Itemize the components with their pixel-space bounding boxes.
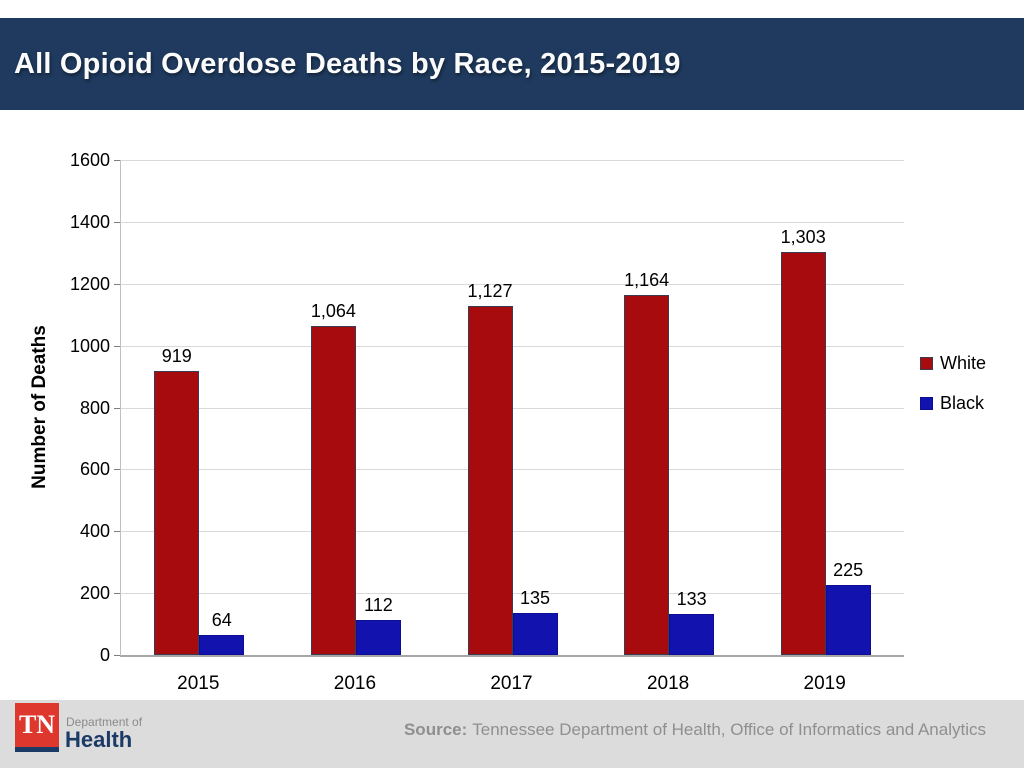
tn-logo-underline <box>15 747 59 752</box>
y-tick-mark <box>114 531 120 533</box>
y-tick-mark <box>114 655 120 656</box>
bar-black-2015 <box>199 635 245 655</box>
gridline <box>121 407 904 409</box>
data-label: 1,127 <box>467 281 513 302</box>
footer: TN Department of Health Source: Tennessee… <box>0 700 1024 768</box>
y-tick-mark <box>114 593 120 595</box>
legend-item-black: Black <box>920 393 986 413</box>
black-series-swatch <box>920 396 933 410</box>
gridline <box>121 345 904 347</box>
bar-white-2018 <box>624 294 670 655</box>
gridline <box>121 469 904 471</box>
legend-label: White <box>940 352 987 373</box>
tn-logo-icon: TN <box>15 703 59 747</box>
y-tick-label: 1600 <box>69 150 110 170</box>
y-tick-mark <box>114 283 120 285</box>
y-tick-label: 0 <box>99 645 110 665</box>
data-label: 64 <box>211 610 232 631</box>
logo-department-of: Department of <box>66 715 143 729</box>
x-tick-label: 2015 <box>177 673 220 694</box>
gridline <box>121 531 904 533</box>
y-tick-label: 200 <box>79 583 110 604</box>
bar-white-2016 <box>310 325 356 655</box>
plot-area: 919 64 1,064 112 1,127 135 1,164 133 1,303 225 <box>120 160 904 657</box>
gridline <box>121 283 904 285</box>
y-tick-label: 1400 <box>69 211 110 232</box>
y-tick-label: 1200 <box>69 273 110 294</box>
bar-chart: Number of Deaths 0 200 400 600 800 1000 1200 14… <box>0 110 1024 700</box>
bar-white-2019 <box>780 251 826 655</box>
data-label: 919 <box>161 345 192 366</box>
data-label: 133 <box>676 588 707 609</box>
bar-white-2015 <box>154 370 200 655</box>
gridline <box>121 593 904 595</box>
y-tick-label: 400 <box>79 521 110 542</box>
data-label: 112 <box>364 595 393 616</box>
y-tick-label: 600 <box>79 459 110 480</box>
legend-item-white: White <box>920 353 986 373</box>
logo-health: Health <box>65 727 133 752</box>
data-label: 1,164 <box>624 269 670 290</box>
y-tick-label: 1000 <box>69 335 110 356</box>
bar-white-2017 <box>467 306 513 655</box>
data-label: 1,064 <box>310 300 356 321</box>
y-tick-label: 800 <box>79 397 110 418</box>
bar-black-2017 <box>512 613 558 655</box>
y-tick-mark <box>114 160 120 161</box>
bar-black-2018 <box>669 613 715 655</box>
x-tick-label: 2018 <box>646 673 690 694</box>
x-axis: 2015 2016 2017 2018 2019 <box>0 673 1024 699</box>
slide-title: All Opioid Overdose Deaths by Race, 2015… <box>14 47 681 80</box>
x-tick-label: 2017 <box>490 673 533 694</box>
white-series-swatch <box>920 356 933 370</box>
data-label: 1,303 <box>780 226 826 247</box>
source-label: Source: <box>403 720 468 739</box>
x-tick-label: 2016 <box>333 673 377 694</box>
data-label: 225 <box>833 560 864 581</box>
title-bar: All Opioid Overdose Deaths by Race, 2015… <box>0 18 1024 110</box>
x-tick-label: 2019 <box>803 673 846 694</box>
y-tick-mark <box>114 221 120 223</box>
y-tick-mark <box>114 469 120 471</box>
data-label: 135 <box>519 588 551 609</box>
legend: White Black <box>920 353 986 433</box>
y-tick-mark <box>114 407 120 409</box>
bar-black-2016 <box>355 620 401 655</box>
gridline <box>121 221 904 223</box>
source-line: Source: Tennessee Department of Health, O… <box>404 720 986 740</box>
gridline <box>121 160 904 161</box>
y-tick-mark <box>114 345 120 347</box>
bar-black-2019 <box>825 585 871 655</box>
legend-label: Black <box>940 392 985 413</box>
source-text: Tennessee Department of Health, Office o… <box>472 720 986 739</box>
